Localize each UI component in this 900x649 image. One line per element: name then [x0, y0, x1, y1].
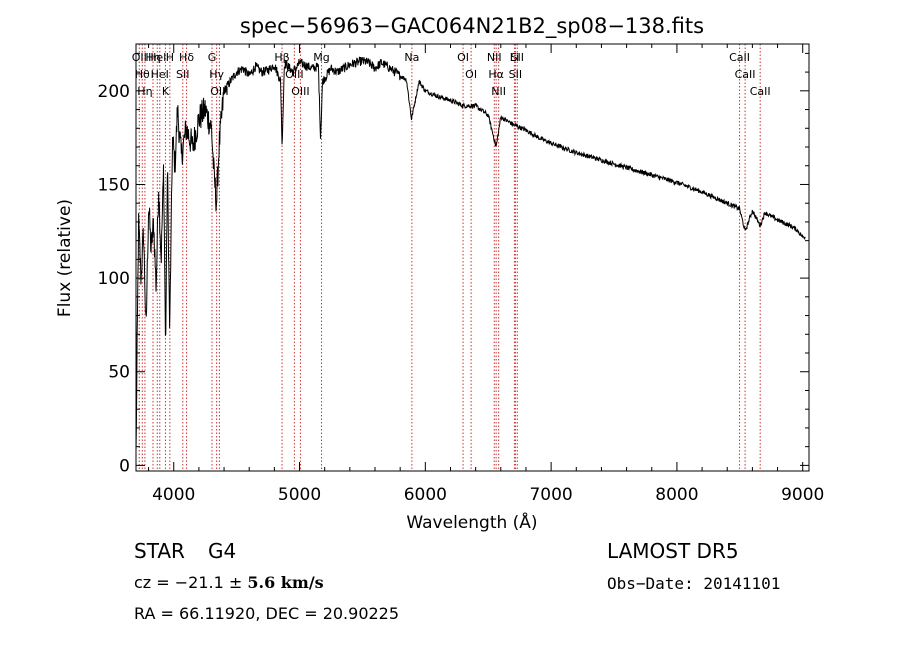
line-marker-label: K — [162, 85, 170, 98]
line-marker-label: Hγ — [209, 68, 224, 81]
x-axis: 4000 5000 6000 7000 8000 9000 — [148, 44, 824, 505]
object-class: STAR — [134, 539, 185, 563]
line-marker-label: SII — [509, 68, 522, 81]
line-marker-label: H — [166, 51, 174, 64]
plot-frame — [135, 43, 810, 472]
line-marker-label: CaII — [750, 85, 771, 98]
line-marker-label: CaII — [735, 68, 756, 81]
line-marker-label: HeI — [151, 68, 169, 81]
line-marker-label: NII — [487, 51, 502, 64]
line-marker-label: OIII — [291, 85, 309, 98]
line-marker-label: Hδ — [179, 51, 194, 64]
line-marker-label: SII — [176, 68, 189, 81]
line-marker-label: Li — [510, 51, 519, 64]
line-marker-label: SII — [511, 51, 524, 64]
line-marker-label: OIII — [210, 85, 228, 98]
line-marker-label: Hα — [488, 68, 504, 81]
line-marker-label: OI — [465, 68, 477, 81]
survey-name: LAMOST DR5 — [607, 539, 739, 563]
x-tick-label: 5000 — [278, 485, 321, 505]
spectrum-series-line — [135, 56, 806, 452]
line-marker-label: OII — [132, 51, 147, 64]
chart-title: spec−56963−GAC064N21B2_sp08−138.fits — [240, 14, 704, 39]
coordinates: RA = 66.11920, DEC = 20.90225 — [134, 604, 400, 623]
line-marker-label: Na — [404, 51, 419, 64]
line-marker-label: OI — [457, 51, 469, 64]
line-marker-label: Hη — [137, 85, 152, 98]
y-tick-label: 0 — [119, 456, 130, 476]
y-tick-label: 100 — [98, 269, 130, 289]
line-marker-label: Hθ — [135, 68, 150, 81]
cz-prefix: cz = −21.1 ± — [134, 573, 248, 592]
x-tick-label: 6000 — [404, 485, 447, 505]
line-marker-label: G — [208, 51, 217, 64]
y-tick-label: 50 — [108, 363, 130, 383]
observation-date: Obs−Date: 20141101 — [607, 574, 781, 593]
y-tick-label: 200 — [98, 82, 130, 102]
x-tick-label: 8000 — [655, 485, 698, 505]
y-axis-label: Flux (relative) — [55, 199, 75, 317]
x-tick-label: 9000 — [781, 485, 824, 505]
y-tick-label: 150 — [98, 175, 130, 195]
line-marker-label: Mg — [313, 51, 329, 64]
line-marker-label: HeI — [148, 51, 166, 64]
x-tick-label: 7000 — [529, 485, 572, 505]
cz-error: 5.6 km/s — [247, 573, 324, 592]
y-axis: 0 50 100 150 200 — [98, 52, 809, 476]
x-axis-label: Wavelength (Å) — [406, 511, 537, 533]
redshift-value: cz = −21.1 ± 5.6 km/s — [134, 573, 324, 592]
x-tick-label: 4000 — [152, 485, 195, 505]
line-markers — [138, 44, 761, 471]
line-marker-label: Hη — [145, 51, 160, 64]
line-marker-label: CaII — [729, 51, 750, 64]
object-subclass: G4 — [208, 539, 237, 563]
line-marker-label: NII — [491, 85, 506, 98]
